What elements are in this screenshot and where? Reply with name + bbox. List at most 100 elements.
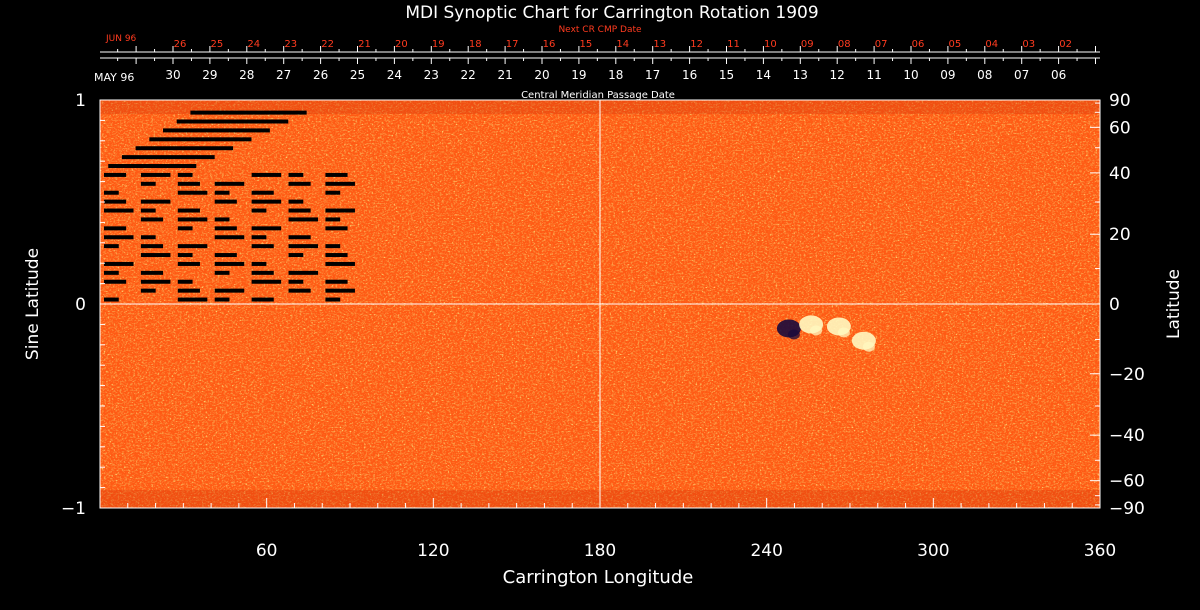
cmp-date-axis: 30 29 28 27 26 25 24 23 22 21 20 19 18 17 16 15 14 13 12 11… (100, 57, 1100, 82)
active-region-positive-fragment (837, 327, 850, 338)
y-left-tick-label: −1 (61, 499, 86, 519)
y-right-tick-label: −20 (1109, 365, 1145, 385)
data-gap-streak (214, 226, 237, 231)
cmp-date-label: 25 (350, 68, 365, 82)
y-axis-right-label: Latitude (1164, 269, 1184, 339)
x-axis-label: Carrington Longitude (503, 567, 694, 588)
data-gap-streak (214, 181, 245, 186)
y-right-tick-label: 0 (1109, 295, 1120, 315)
data-gap-streak (104, 235, 134, 240)
cmp-date-label: 15 (719, 68, 734, 82)
cmp-date-label: 13 (793, 68, 808, 82)
data-gap-streak (177, 244, 208, 249)
next-cr-date-label: 21 (358, 39, 371, 50)
data-gap-streak (288, 279, 304, 284)
next-cr-date-label: 02 (1059, 39, 1072, 50)
next-cr-date-label: 17 (506, 39, 519, 50)
data-gap-streak (214, 253, 237, 258)
next-cr-date-label: 20 (395, 39, 408, 50)
next-cr-date-label: 03 (1022, 39, 1035, 50)
cmp-date-label: 16 (682, 68, 697, 82)
next-cr-date-label: 18 (469, 39, 482, 50)
data-gap-streak (104, 244, 119, 249)
y-right-tick-label: −60 (1109, 472, 1145, 492)
data-gap-streak (140, 235, 156, 240)
data-gap-streak (251, 199, 282, 204)
x-tick-label: 300 (917, 541, 949, 561)
central-meridian-label: Central Meridian Passage Date (521, 90, 675, 101)
data-gap-streak (251, 270, 274, 275)
data-gap-streak (177, 190, 208, 195)
cmp-date-label: 12 (830, 68, 845, 82)
cmp-date-label: 19 (571, 68, 586, 82)
data-gap-streak (104, 190, 119, 195)
cmp-date-label: 26 (313, 68, 328, 82)
y-axis-left: 1 0 −1 (61, 91, 110, 519)
data-gap-streak (251, 261, 267, 266)
data-gap-streak (104, 297, 119, 302)
data-gap-streak (135, 146, 234, 151)
data-gap-streak (104, 279, 127, 284)
data-gap-streak (104, 270, 119, 275)
data-gap-streak (140, 208, 156, 213)
data-gap-streak (108, 164, 197, 169)
cmp-date-label: 10 (903, 68, 918, 82)
data-gap-streak (251, 297, 274, 302)
next-cr-label: Next CR CMP Date (558, 25, 642, 35)
data-gap-streak (251, 244, 274, 249)
next-cr-date-label: 06 (912, 39, 925, 50)
next-cr-date-axis: 26 25 24 23 22 21 20 19 18 17 16 15 14 13 12 11 10 09 08 07… (100, 39, 1100, 53)
x-tick-label: 360 (1084, 541, 1116, 561)
data-gap-streak (325, 253, 348, 258)
data-gap-streak (214, 270, 230, 275)
data-gap-streak (177, 261, 200, 266)
data-gap-streak (325, 261, 355, 266)
data-gap-streak (325, 297, 341, 302)
magnetogram-map (100, 100, 1100, 508)
next-cr-date-label: 16 (543, 39, 556, 50)
data-gap-streaks (104, 110, 355, 302)
data-gap-streak (140, 181, 156, 186)
data-gap-streak (177, 181, 200, 186)
cmp-date-label: 28 (239, 68, 254, 82)
next-cr-date-label: 08 (838, 39, 851, 50)
y-right-tick-label: −90 (1109, 499, 1145, 519)
next-cr-date-label: 23 (284, 39, 297, 50)
data-gap-streak (251, 235, 267, 240)
data-gap-streak (288, 253, 304, 258)
y-right-tick-label: −40 (1109, 426, 1145, 446)
data-gap-streak (104, 199, 127, 204)
data-gap-streak (325, 226, 348, 231)
data-gap-streak (214, 190, 230, 195)
data-gap-streak (177, 226, 193, 231)
data-gap-streak (190, 110, 307, 115)
x-tick-label: 240 (750, 541, 782, 561)
data-gap-streak (214, 297, 230, 302)
next-cr-date-label: 25 (211, 39, 224, 50)
next-cr-date-label: 12 (690, 39, 703, 50)
data-gap-streak (177, 288, 200, 293)
next-cr-date-label: 10 (764, 39, 777, 50)
data-gap-streak (214, 199, 237, 204)
data-gap-streak (177, 217, 208, 222)
next-cr-date-label: 14 (616, 39, 629, 50)
y-left-tick-label: 0 (75, 295, 86, 315)
cmp-date-label: 11 (866, 68, 881, 82)
data-gap-streak (140, 288, 156, 293)
cmp-date-label: 09 (940, 68, 955, 82)
data-gap-streak (288, 172, 304, 177)
data-gap-streak (288, 208, 311, 213)
data-gap-streak (214, 288, 245, 293)
data-gap-streak (121, 155, 215, 160)
cmp-date-label: 17 (645, 68, 660, 82)
y-axis-right: 90 60 40 20 0 −20 −40 −60 −90 (1090, 91, 1145, 519)
data-gap-streak (140, 199, 171, 204)
next-cr-date-label: 24 (247, 39, 260, 50)
cmp-date-label: 14 (756, 68, 771, 82)
y-left-tick-label: 1 (75, 91, 86, 111)
data-gap-streak (140, 279, 171, 284)
data-gap-streak (177, 172, 193, 177)
data-gap-streak (251, 226, 282, 231)
next-cr-date-label: 13 (653, 39, 666, 50)
